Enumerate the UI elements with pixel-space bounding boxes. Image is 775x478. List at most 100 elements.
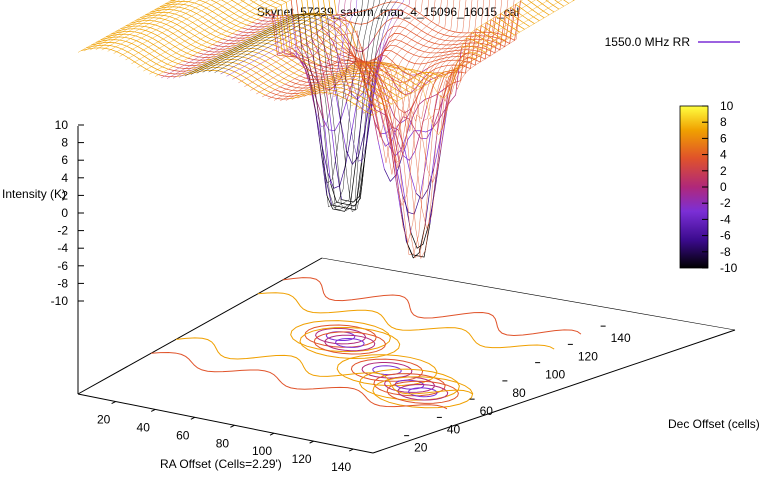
mesh-line: [262, 0, 442, 138]
colorbar-tick-label: 8: [720, 115, 727, 129]
y-tick-label: 60: [480, 404, 494, 418]
mesh-line: [256, 19, 275, 22]
colorbar-tick-label: -2: [720, 196, 731, 210]
mesh-line: [427, 25, 482, 69]
mesh-line: [321, 0, 503, 259]
mesh-line: [166, 0, 346, 79]
mesh-line: [214, 0, 392, 213]
z-tick-label: -8: [57, 276, 68, 290]
mesh-line: [240, 34, 330, 60]
mesh-line: [362, 0, 563, 114]
mesh-line: [336, 1, 521, 41]
mesh-line: [164, 0, 243, 29]
x-tick-label: 120: [292, 452, 312, 466]
mesh-line: [357, 0, 550, 110]
mesh-line: [137, 0, 258, 68]
mesh-line: [246, 24, 265, 28]
mesh-line: [115, 28, 194, 56]
colorbar-ticks: 10 8 6 4 2 0 -2 -4 -6 -8 -10: [702, 99, 738, 275]
mesh-line: [361, 112, 368, 163]
mesh-line: [402, 194, 421, 215]
mesh-line: [105, 33, 184, 62]
z-tick-label: -10: [51, 294, 69, 308]
mesh-line: [346, 132, 365, 165]
mesh-line: [396, 167, 403, 195]
y-axis-ticks: 20 40 60 80 100 120 140: [404, 325, 631, 455]
z-tick-label: -4: [57, 241, 68, 255]
contour-line: [336, 354, 438, 387]
mesh-line: [269, 17, 348, 44]
mesh-line: [250, 0, 429, 91]
z-tick-label: -2: [57, 224, 68, 238]
mesh-line: [469, 56, 476, 59]
colorbar: 10 8 6 4 2 0 -2 -4 -6 -8 -10: [679, 99, 738, 275]
z-tick-label: -6: [57, 259, 68, 273]
mesh-line: [161, 0, 340, 79]
colorbar-tick-label: 2: [720, 164, 727, 178]
contour-line: [407, 387, 438, 398]
mesh-line: [202, 49, 221, 53]
mesh-line: [143, 0, 270, 72]
mesh-line: [406, 225, 426, 259]
mesh-line: [439, 72, 447, 75]
contour-line: [151, 352, 448, 410]
x-tick-label: 80: [216, 436, 230, 450]
mesh-line: [356, 47, 369, 98]
mesh-line: [331, 4, 516, 45]
mesh-line: [220, 0, 257, 20]
mesh-line: [303, 0, 485, 207]
floor-edge-back-x: [321, 257, 736, 331]
mesh-line: [249, 0, 272, 12]
mesh-line: [100, 36, 179, 65]
mesh-line: [345, 0, 523, 136]
y-tick-label: 20: [414, 441, 428, 455]
mesh-line: [441, 94, 449, 130]
contour-line: [361, 361, 413, 379]
contour-line: [350, 358, 424, 382]
mesh-line: [401, 128, 433, 157]
mesh-line: [259, 0, 283, 53]
mesh-line: [324, 127, 332, 184]
mesh-line: [212, 44, 231, 47]
mesh-line: [77, 0, 173, 53]
y-axis-label: Dec Offset (cells): [668, 417, 760, 431]
mesh-line: [195, 58, 286, 85]
contour-line: [304, 324, 377, 348]
mesh-line: [215, 47, 305, 74]
x-axis-label: RA Offset (Cells=2.29'): [160, 457, 282, 471]
contour-line: [373, 373, 446, 397]
mesh-line: [169, 0, 248, 26]
mesh-line: [163, 71, 182, 75]
mesh-line: [368, 0, 576, 118]
mesh-line: [414, 104, 428, 151]
x-tick-label: 140: [331, 460, 351, 474]
mesh-line: [217, 41, 236, 45]
mesh-line: [351, 98, 358, 132]
mesh-line: [351, 0, 536, 107]
mesh-line: [322, 101, 347, 132]
mesh-line: [378, 142, 385, 170]
contour-line: [394, 379, 425, 390]
mesh-line: [321, 131, 352, 189]
mesh-line: [120, 25, 198, 54]
mesh-line: [140, 14, 218, 43]
mesh-line: [410, 223, 430, 249]
z-tick-label: 2: [61, 188, 68, 202]
colorbar-tick-label: -4: [720, 212, 731, 226]
contour-line: [324, 334, 376, 352]
floor-axes: [77, 126, 736, 454]
colorbar-tick-label: -10: [720, 261, 738, 275]
contour-line: [359, 368, 460, 401]
colorbar-tick-label: 4: [720, 148, 727, 162]
mesh-line: [235, 36, 325, 63]
z-tick-label: 6: [61, 153, 68, 167]
mesh-line: [101, 0, 193, 51]
mesh-line: [309, 0, 491, 244]
floor-edge-back-y: [77, 257, 323, 395]
contour-layer: [151, 277, 582, 410]
floor-edge-front-x: [77, 393, 374, 454]
mesh-line: [205, 53, 296, 80]
mesh-line: [200, 56, 291, 82]
contour-line: [175, 337, 474, 395]
